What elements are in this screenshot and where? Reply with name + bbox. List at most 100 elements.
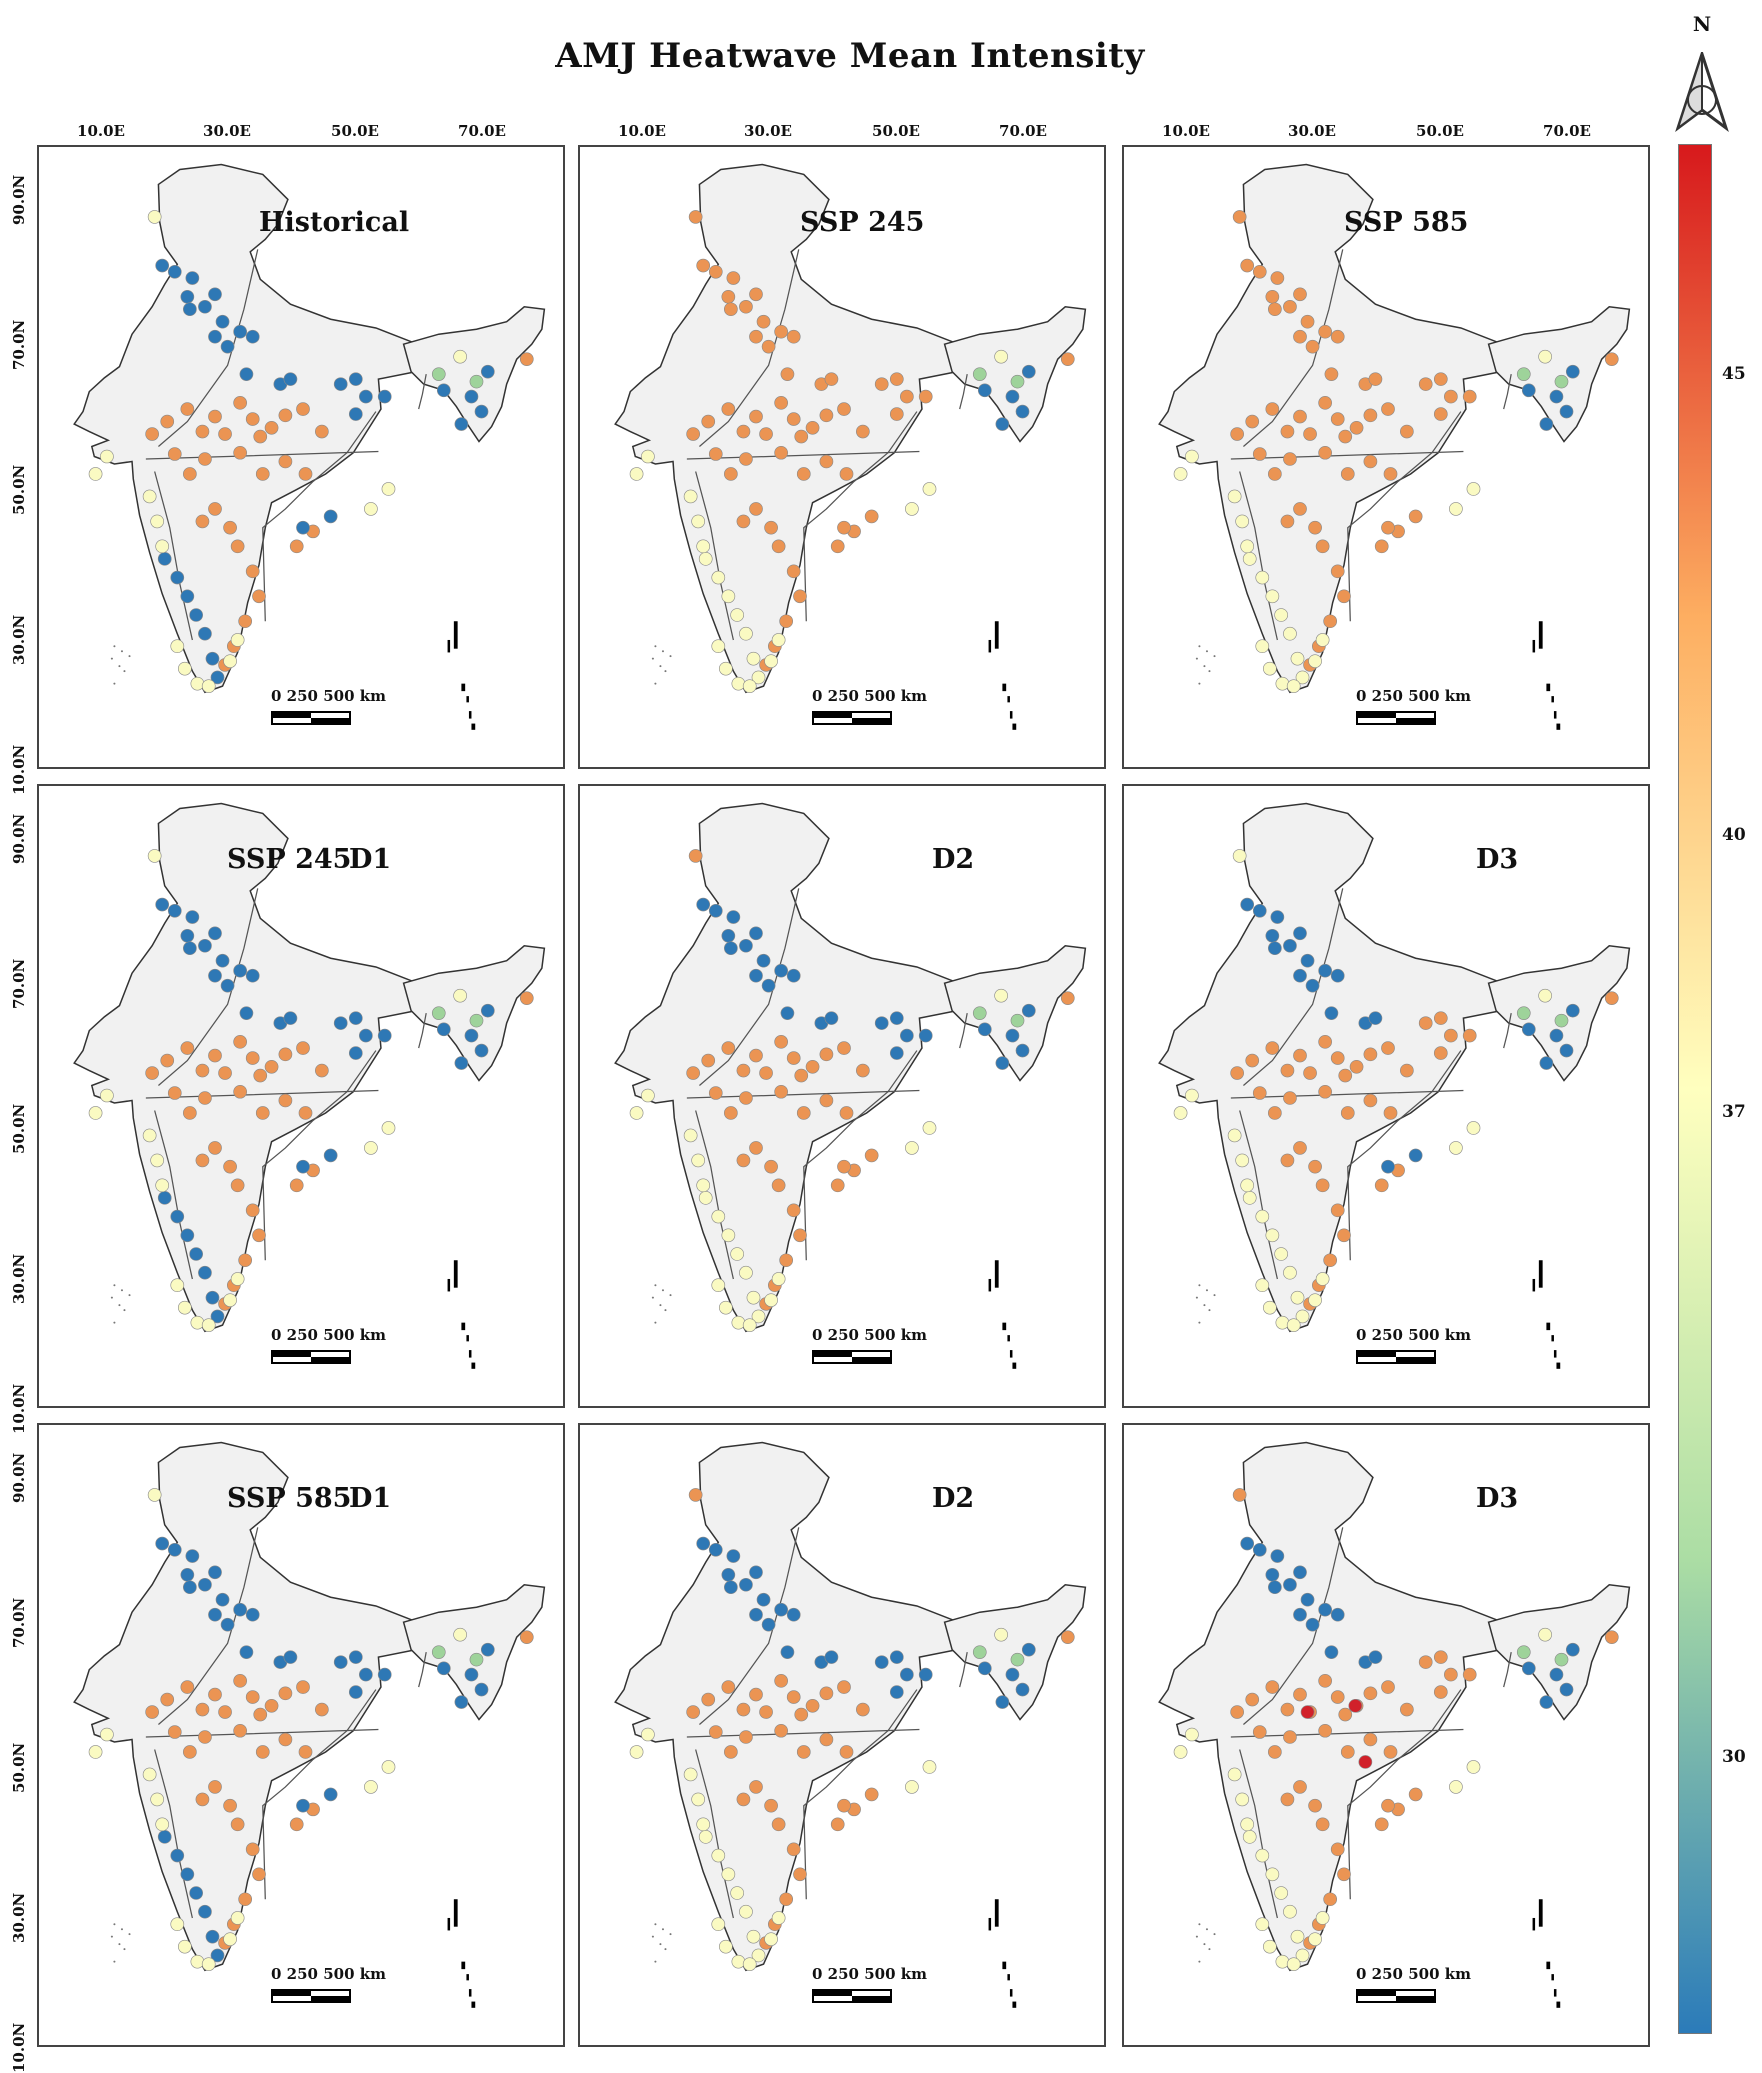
station-point xyxy=(730,1247,744,1261)
scale-bar-graphic xyxy=(271,1989,351,2003)
station-point xyxy=(774,1674,788,1688)
station-point xyxy=(205,1290,220,1305)
colorbar-tick-label: 45 xyxy=(1722,364,1746,384)
station-point xyxy=(711,1278,726,1293)
lakshadweep-island xyxy=(1213,1294,1216,1297)
latitude-tick-label: 90.0N xyxy=(10,174,28,225)
station-point xyxy=(283,1650,298,1664)
station-point xyxy=(1374,1817,1389,1832)
station-point xyxy=(1516,1006,1531,1020)
station-point xyxy=(183,467,197,481)
station-point xyxy=(889,1685,904,1699)
station-point xyxy=(1549,389,1564,404)
station-point xyxy=(730,608,744,622)
station-point xyxy=(711,1917,726,1932)
station-point xyxy=(195,1153,210,1168)
colorbar-labels: 45 40 37 30 xyxy=(1722,144,1762,2034)
lakshadweep-island xyxy=(110,657,113,660)
station-point xyxy=(454,1695,469,1709)
station-point xyxy=(170,1209,185,1224)
station-point xyxy=(1383,1106,1398,1120)
station-point xyxy=(786,564,801,579)
station-point xyxy=(1283,299,1297,314)
station-point xyxy=(1383,1745,1398,1759)
station-point xyxy=(764,520,778,535)
map-panel: D2 0 250 500 km xyxy=(578,784,1106,1408)
station-point xyxy=(1330,1842,1345,1857)
india-map xyxy=(614,1441,1087,2008)
scale-bar-graphic xyxy=(812,711,892,725)
station-point xyxy=(1235,1792,1250,1807)
station-point xyxy=(1185,1727,1199,1742)
station-point xyxy=(1330,1203,1345,1218)
station-point xyxy=(1245,1053,1260,1068)
station-point xyxy=(786,968,801,983)
station-point xyxy=(1318,324,1332,339)
station-point xyxy=(1283,452,1297,466)
station-point xyxy=(1021,1003,1036,1018)
andaman-island xyxy=(1556,2001,1561,2008)
map-panel: D1 SSP 585 0 250 500 km xyxy=(37,1423,565,2047)
station-point xyxy=(253,1707,268,1722)
station-point xyxy=(1554,374,1569,389)
station-point xyxy=(155,1817,170,1832)
station-point xyxy=(1408,509,1423,524)
station-point xyxy=(683,1128,698,1143)
andaman-island xyxy=(1012,1362,1017,1369)
lakshadweep-island xyxy=(113,645,116,648)
andaman-island xyxy=(461,1322,466,1331)
andaman-island xyxy=(1012,723,1017,730)
station-point xyxy=(1060,991,1075,1005)
station-point xyxy=(1232,1488,1247,1502)
station-point xyxy=(474,1682,489,1697)
longitude-tick-label: 70.0E xyxy=(458,122,506,140)
andaman-island xyxy=(1553,711,1557,719)
station-point xyxy=(1554,1013,1569,1028)
lakshadweep-island xyxy=(651,1296,654,1299)
station-point xyxy=(972,1645,987,1659)
northeast-outline xyxy=(402,305,546,443)
station-point xyxy=(739,1265,753,1280)
station-point xyxy=(1462,1667,1477,1682)
station-point xyxy=(1293,1565,1307,1580)
northeast-outline xyxy=(402,1583,546,1721)
station-point xyxy=(736,514,751,529)
colorbar-tick-label: 30 xyxy=(1722,1747,1746,1767)
panel-label: D3 xyxy=(1476,844,1519,875)
lakshadweep-island xyxy=(669,655,672,658)
station-point xyxy=(1265,1567,1280,1582)
station-point xyxy=(1185,1088,1199,1103)
station-point xyxy=(185,910,200,924)
station-point xyxy=(721,589,736,604)
andaman-island xyxy=(994,1899,999,1927)
station-point xyxy=(761,339,776,354)
station-point xyxy=(1293,1780,1307,1794)
station-point xyxy=(464,389,479,404)
station-point xyxy=(185,271,200,285)
station-point xyxy=(1324,1006,1339,1020)
station-point xyxy=(736,1063,751,1078)
station-point xyxy=(819,454,834,469)
india-map xyxy=(73,1441,546,2008)
station-point xyxy=(1538,988,1552,1003)
station-point xyxy=(1330,1690,1345,1704)
station-point xyxy=(1308,1798,1322,1813)
station-point xyxy=(150,1153,165,1168)
lakshadweep-island xyxy=(123,1948,126,1951)
station-point xyxy=(839,467,854,481)
longitude-tick-label: 10.0E xyxy=(618,122,666,140)
map-panel: D2 0 250 500 km xyxy=(578,1423,1106,2047)
station-point xyxy=(198,1265,212,1280)
lakshadweep-island xyxy=(1195,657,1198,660)
station-point xyxy=(296,1798,310,1813)
station-point xyxy=(721,1041,736,1055)
lakshadweep-island xyxy=(1205,1928,1208,1931)
station-point xyxy=(1295,670,1310,685)
station-point xyxy=(1280,1153,1295,1168)
lakshadweep-island xyxy=(664,1948,667,1951)
station-point xyxy=(1466,482,1481,496)
station-point xyxy=(142,1128,157,1143)
station-point xyxy=(977,1022,992,1037)
region-boundary xyxy=(262,411,377,622)
station-point xyxy=(160,1053,175,1068)
